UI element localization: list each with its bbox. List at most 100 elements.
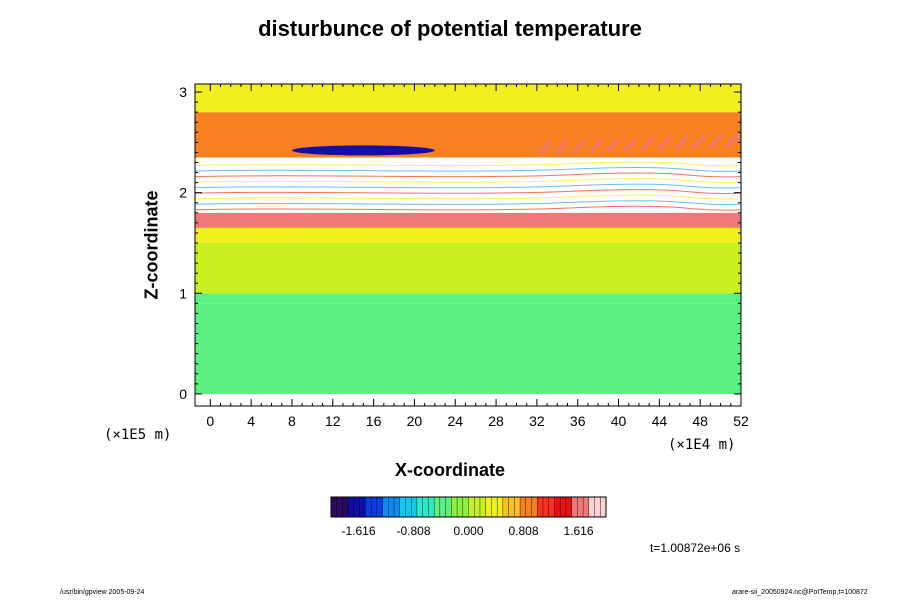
x-unit-label: (×1E4 m) bbox=[668, 437, 736, 453]
colorbar-swatch bbox=[342, 496, 349, 518]
colorbar-swatch bbox=[451, 496, 458, 518]
x-tick-label: 52 bbox=[733, 413, 749, 429]
field-streak bbox=[194, 172, 742, 178]
positive-wave bbox=[538, 140, 553, 155]
colorbar-swatch bbox=[382, 496, 389, 518]
colorbar-swatch bbox=[336, 496, 343, 518]
colorbar-swatch bbox=[359, 496, 366, 518]
colorbar-swatch bbox=[428, 496, 435, 518]
colorbar-swatch bbox=[468, 496, 475, 518]
colorbar-swatch bbox=[594, 496, 601, 518]
colorbar-swatch bbox=[537, 496, 544, 518]
footer-source: arare-sii_20050924.nc@PotTemp,t=100872 bbox=[732, 589, 868, 596]
x-tick-label: 24 bbox=[447, 413, 463, 429]
field-band bbox=[195, 293, 741, 304]
colorbar-tick-label: -1.616 bbox=[341, 524, 375, 538]
positive-wave bbox=[623, 137, 638, 152]
colorbar: -1.616 -0.808 0.000 0.808 1.616 bbox=[330, 496, 607, 538]
colorbar-swatch bbox=[365, 496, 372, 518]
field-streak bbox=[194, 200, 742, 206]
field-band bbox=[195, 227, 741, 243]
negative-anomaly bbox=[291, 145, 435, 156]
field-band bbox=[195, 112, 741, 158]
z-unit-label: (×1E5 m) bbox=[104, 427, 172, 443]
colorbar-swatch bbox=[542, 496, 550, 518]
positive-wave bbox=[589, 138, 604, 153]
colorbar-tick-label: 1.616 bbox=[563, 524, 593, 538]
x-tick-label: 12 bbox=[325, 413, 341, 429]
y-tick-label: 2 bbox=[179, 185, 187, 201]
colorbar-swatch bbox=[514, 496, 521, 518]
colorbar-swatch bbox=[496, 496, 504, 518]
x-tick-label: 48 bbox=[692, 413, 708, 429]
x-tick-label: 32 bbox=[529, 413, 545, 429]
colorbar-swatch bbox=[433, 496, 441, 518]
positive-wave bbox=[725, 133, 740, 148]
colorbar-swatch bbox=[439, 496, 447, 518]
field-streak bbox=[194, 161, 742, 167]
field-band bbox=[195, 242, 741, 294]
colorbar-swatch bbox=[405, 496, 412, 518]
positive-wave bbox=[657, 136, 672, 151]
x-tick-label: 36 bbox=[570, 413, 586, 429]
colorbar-swatch bbox=[376, 496, 384, 518]
colorbar-swatch bbox=[554, 496, 561, 518]
positive-wave bbox=[674, 135, 689, 150]
colorbar-swatch bbox=[508, 496, 515, 518]
positive-wave bbox=[708, 134, 723, 149]
positive-wave bbox=[555, 139, 570, 154]
colorbar-swatch bbox=[474, 496, 481, 518]
colorbar-frame bbox=[330, 496, 607, 518]
field-streak bbox=[194, 189, 742, 194]
colorbar-swatch bbox=[571, 496, 578, 518]
colorbar-tick-label: 0.000 bbox=[453, 524, 483, 538]
colorbar-swatch bbox=[456, 496, 464, 518]
colorbar-tick-label: -0.808 bbox=[396, 524, 430, 538]
field-band bbox=[195, 303, 741, 394]
colorbar-swatch bbox=[422, 496, 429, 518]
colorbar-swatch bbox=[411, 496, 418, 518]
x-tick-label: 16 bbox=[366, 413, 382, 429]
colorbar-swatch bbox=[330, 496, 338, 518]
colorbar-swatch bbox=[600, 496, 607, 518]
x-tick-label: 44 bbox=[652, 413, 668, 429]
y-tick-label: 1 bbox=[179, 285, 187, 301]
colorbar-swatch bbox=[565, 496, 573, 518]
colorbar-swatch bbox=[393, 496, 401, 518]
colorbar-swatch bbox=[416, 496, 424, 518]
x-tick-label: 8 bbox=[288, 413, 296, 429]
y-axis-label: Z-coordinate bbox=[141, 190, 162, 300]
chart-title: disturbunce of potential temperature bbox=[258, 16, 642, 41]
x-axis: 0 4 8 12 16 20 24 28 32 36 40 44 48 52 bbox=[206, 84, 749, 429]
colorbar-swatch bbox=[582, 496, 590, 518]
field-band bbox=[195, 212, 741, 228]
colorbar-swatch bbox=[531, 496, 538, 518]
colorbar-swatch bbox=[502, 496, 510, 518]
field-streak bbox=[194, 205, 742, 211]
colorbar-swatch bbox=[353, 496, 361, 518]
field-band bbox=[195, 84, 741, 113]
colorbar-swatch bbox=[462, 496, 470, 518]
colorbar-swatch bbox=[370, 496, 378, 518]
colorbar-swatch bbox=[399, 496, 406, 518]
colorbar-swatch bbox=[559, 496, 567, 518]
field-streak bbox=[194, 167, 742, 172]
plot-area bbox=[194, 83, 742, 407]
colorbar-tick-label: 0.808 bbox=[508, 524, 538, 538]
colorbar-swatch bbox=[485, 496, 492, 518]
y-tick-label: 0 bbox=[179, 386, 187, 402]
time-label: t=1.00872e+06 s bbox=[650, 541, 741, 555]
colorbar-swatch bbox=[577, 496, 584, 518]
field-streak bbox=[194, 178, 742, 183]
y-axis: 0 1 2 3 bbox=[179, 84, 741, 402]
colorbar-swatch bbox=[548, 496, 555, 518]
colorbar-swatch bbox=[479, 496, 487, 518]
x-tick-label: 4 bbox=[247, 413, 255, 429]
colorbar-swatch bbox=[491, 496, 498, 518]
footer-command: /usr/bin/gpview 2005-09-24 bbox=[60, 589, 145, 596]
plot-frame bbox=[194, 83, 742, 407]
positive-wave bbox=[640, 136, 655, 151]
positive-wave bbox=[691, 134, 706, 150]
x-tick-label: 40 bbox=[611, 413, 627, 429]
